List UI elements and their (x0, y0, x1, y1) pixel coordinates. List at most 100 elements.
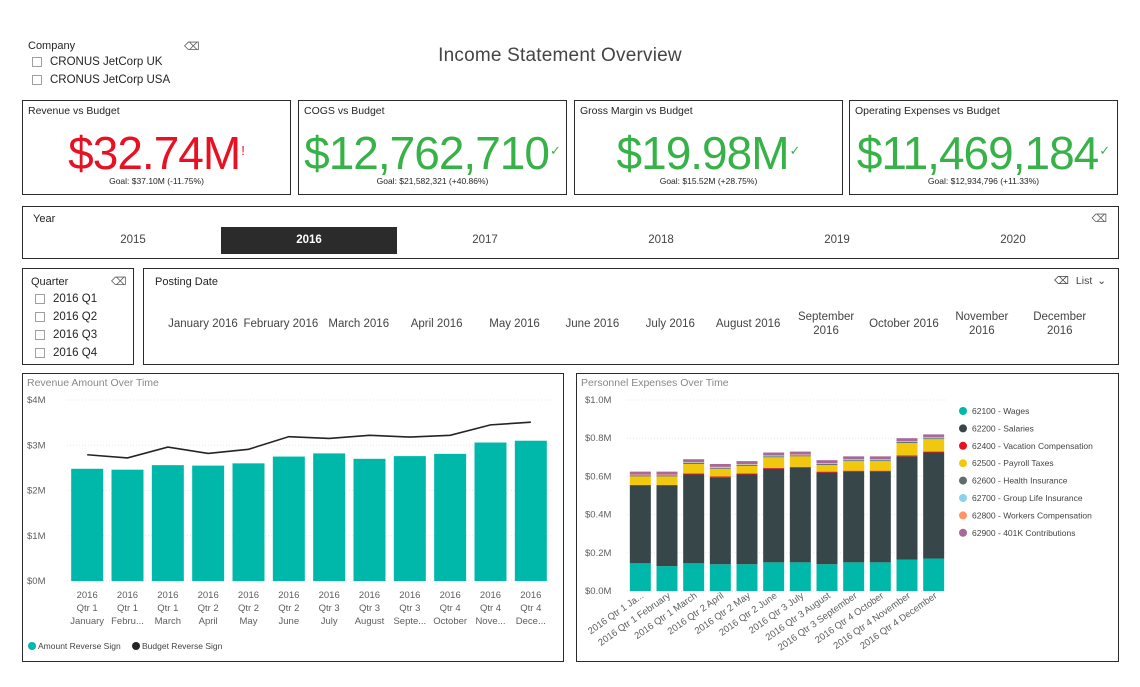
kpi-card-revenue[interactable]: Revenue vs Budget $32.74M! Goal: $37.10M… (22, 100, 291, 195)
revenue-bar[interactable] (272, 456, 305, 581)
month-tile[interactable]: February 2016 (243, 318, 319, 330)
year-tile-2020[interactable]: 2020 (1000, 234, 1026, 246)
personnel-bar-segment[interactable] (683, 459, 705, 463)
month-tile[interactable]: January 2016 (168, 318, 238, 330)
kpi-card-gross-margin[interactable]: Gross Margin vs Budget $19.98M✓ Goal: $1… (574, 100, 843, 195)
personnel-bar-segment[interactable] (896, 441, 918, 443)
quarter-option[interactable]: 2016 Q3 (31, 326, 133, 343)
clear-selection-icon[interactable]: ⌫ (184, 41, 200, 53)
personnel-bar-segment[interactable] (736, 564, 758, 591)
personnel-bar-segment[interactable] (789, 467, 811, 563)
checkbox-icon[interactable] (32, 74, 42, 85)
personnel-bar-segment[interactable] (843, 470, 865, 472)
personnel-bar-segment[interactable] (896, 456, 918, 560)
personnel-bar-segment[interactable] (629, 471, 651, 475)
personnel-bar-segment[interactable] (843, 471, 865, 563)
personnel-bar-segment[interactable] (869, 562, 891, 591)
personnel-bar-segment[interactable] (629, 485, 651, 564)
personnel-bar-segment[interactable] (869, 461, 891, 471)
personnel-bar-segment[interactable] (656, 484, 678, 486)
revenue-bar[interactable] (151, 465, 184, 581)
personnel-bar-segment[interactable] (736, 465, 758, 474)
personnel-bar-segment[interactable] (629, 563, 651, 591)
checkbox-icon[interactable] (35, 347, 45, 358)
personnel-bar-segment[interactable] (709, 476, 731, 478)
personnel-bar-segment[interactable] (736, 473, 758, 475)
personnel-bar-segment[interactable] (843, 562, 865, 591)
personnel-bar-segment[interactable] (896, 559, 918, 591)
personnel-bar-segment[interactable] (656, 566, 678, 591)
month-tile[interactable]: October 2016 (869, 318, 939, 330)
revenue-bar[interactable] (353, 458, 386, 581)
clear-selection-icon[interactable]: ⌫ (111, 276, 127, 288)
personnel-bar-segment[interactable] (763, 562, 785, 591)
personnel-bar-segment[interactable] (816, 464, 838, 472)
personnel-bar-segment[interactable] (816, 463, 838, 465)
personnel-bar-segment[interactable] (789, 466, 811, 468)
personnel-bar-segment[interactable] (843, 459, 865, 461)
personnel-bar-segment[interactable] (843, 456, 865, 460)
company-option-usa[interactable]: CRONUS JetCorp USA (28, 71, 200, 88)
personnel-bar-segment[interactable] (816, 460, 838, 464)
personnel-bar-segment[interactable] (736, 461, 758, 464)
revenue-bar[interactable] (232, 463, 265, 581)
personnel-bar-segment[interactable] (709, 468, 731, 477)
revenue-bar[interactable] (313, 453, 346, 581)
month-tile[interactable]: April 2016 (410, 318, 463, 330)
personnel-bar-segment[interactable] (789, 451, 811, 455)
checkbox-icon[interactable] (35, 329, 45, 340)
year-tile-2017[interactable]: 2017 (472, 234, 498, 246)
personnel-bar-segment[interactable] (683, 463, 705, 474)
personnel-bar-segment[interactable] (709, 467, 731, 468)
personnel-bar-segment[interactable] (789, 456, 811, 467)
revenue-bar[interactable] (192, 465, 225, 581)
personnel-bar-segment[interactable] (896, 442, 918, 456)
personnel-bar-segment[interactable] (683, 463, 705, 464)
personnel-bar-segment[interactable] (789, 455, 811, 457)
personnel-bar-segment[interactable] (709, 463, 731, 467)
personnel-bar-segment[interactable] (629, 475, 651, 477)
revenue-bar[interactable] (71, 468, 104, 581)
personnel-bar-segment[interactable] (656, 474, 678, 476)
personnel-bar-segment[interactable] (709, 467, 731, 469)
personnel-bar-segment[interactable] (683, 474, 705, 564)
personnel-bar-segment[interactable] (656, 475, 678, 477)
revenue-bar[interactable] (514, 440, 547, 581)
revenue-bar[interactable] (393, 456, 426, 581)
year-tile-2019[interactable]: 2019 (824, 234, 850, 246)
personnel-bar-segment[interactable] (843, 460, 865, 462)
personnel-bar-segment[interactable] (843, 461, 865, 471)
revenue-bar[interactable] (474, 442, 507, 581)
slicer-mode-dropdown[interactable]: ⌫ List ⌄ (1054, 275, 1106, 287)
personnel-bar-segment[interactable] (869, 459, 891, 461)
personnel-bar-segment[interactable] (683, 563, 705, 591)
kpi-card-cogs[interactable]: COGS vs Budget $12,762,710✓ Goal: $21,58… (298, 100, 567, 195)
personnel-bar-segment[interactable] (923, 434, 945, 438)
personnel-bar-segment[interactable] (923, 558, 945, 591)
quarter-option[interactable]: 2016 Q2 (31, 308, 133, 325)
personnel-bar-segment[interactable] (789, 562, 811, 591)
revenue-chart[interactable]: Revenue Amount Over Time $0M $1M $2M $3M $4M… (22, 373, 564, 662)
personnel-bar-segment[interactable] (629, 474, 651, 476)
personnel-bar-segment[interactable] (656, 485, 678, 567)
quarter-option[interactable]: 2016 Q1 (31, 290, 133, 307)
personnel-bar-segment[interactable] (763, 452, 785, 456)
personnel-bar-segment[interactable] (923, 439, 945, 452)
personnel-bar-segment[interactable] (789, 454, 811, 456)
company-option-uk[interactable]: CRONUS JetCorp UK (28, 53, 200, 70)
month-tile[interactable]: August 2016 (715, 318, 781, 330)
month-tile[interactable]: March 2016 (328, 318, 390, 330)
personnel-bar-segment[interactable] (736, 464, 758, 466)
year-tile-2016[interactable]: 2016 (221, 227, 397, 254)
personnel-bar-segment[interactable] (736, 464, 758, 465)
clear-selection-icon[interactable]: ⌫ (1091, 213, 1107, 225)
personnel-bar-segment[interactable] (923, 438, 945, 440)
clear-selection-icon[interactable]: ⌫ (1054, 275, 1069, 287)
personnel-bar-segment[interactable] (709, 477, 731, 565)
month-tile[interactable]: May 2016 (489, 318, 540, 330)
personnel-bar-segment[interactable] (869, 470, 891, 472)
personnel-bar-segment[interactable] (923, 452, 945, 559)
personnel-bar-segment[interactable] (763, 457, 785, 468)
personnel-bar-segment[interactable] (869, 471, 891, 563)
checkbox-icon[interactable] (35, 311, 45, 322)
